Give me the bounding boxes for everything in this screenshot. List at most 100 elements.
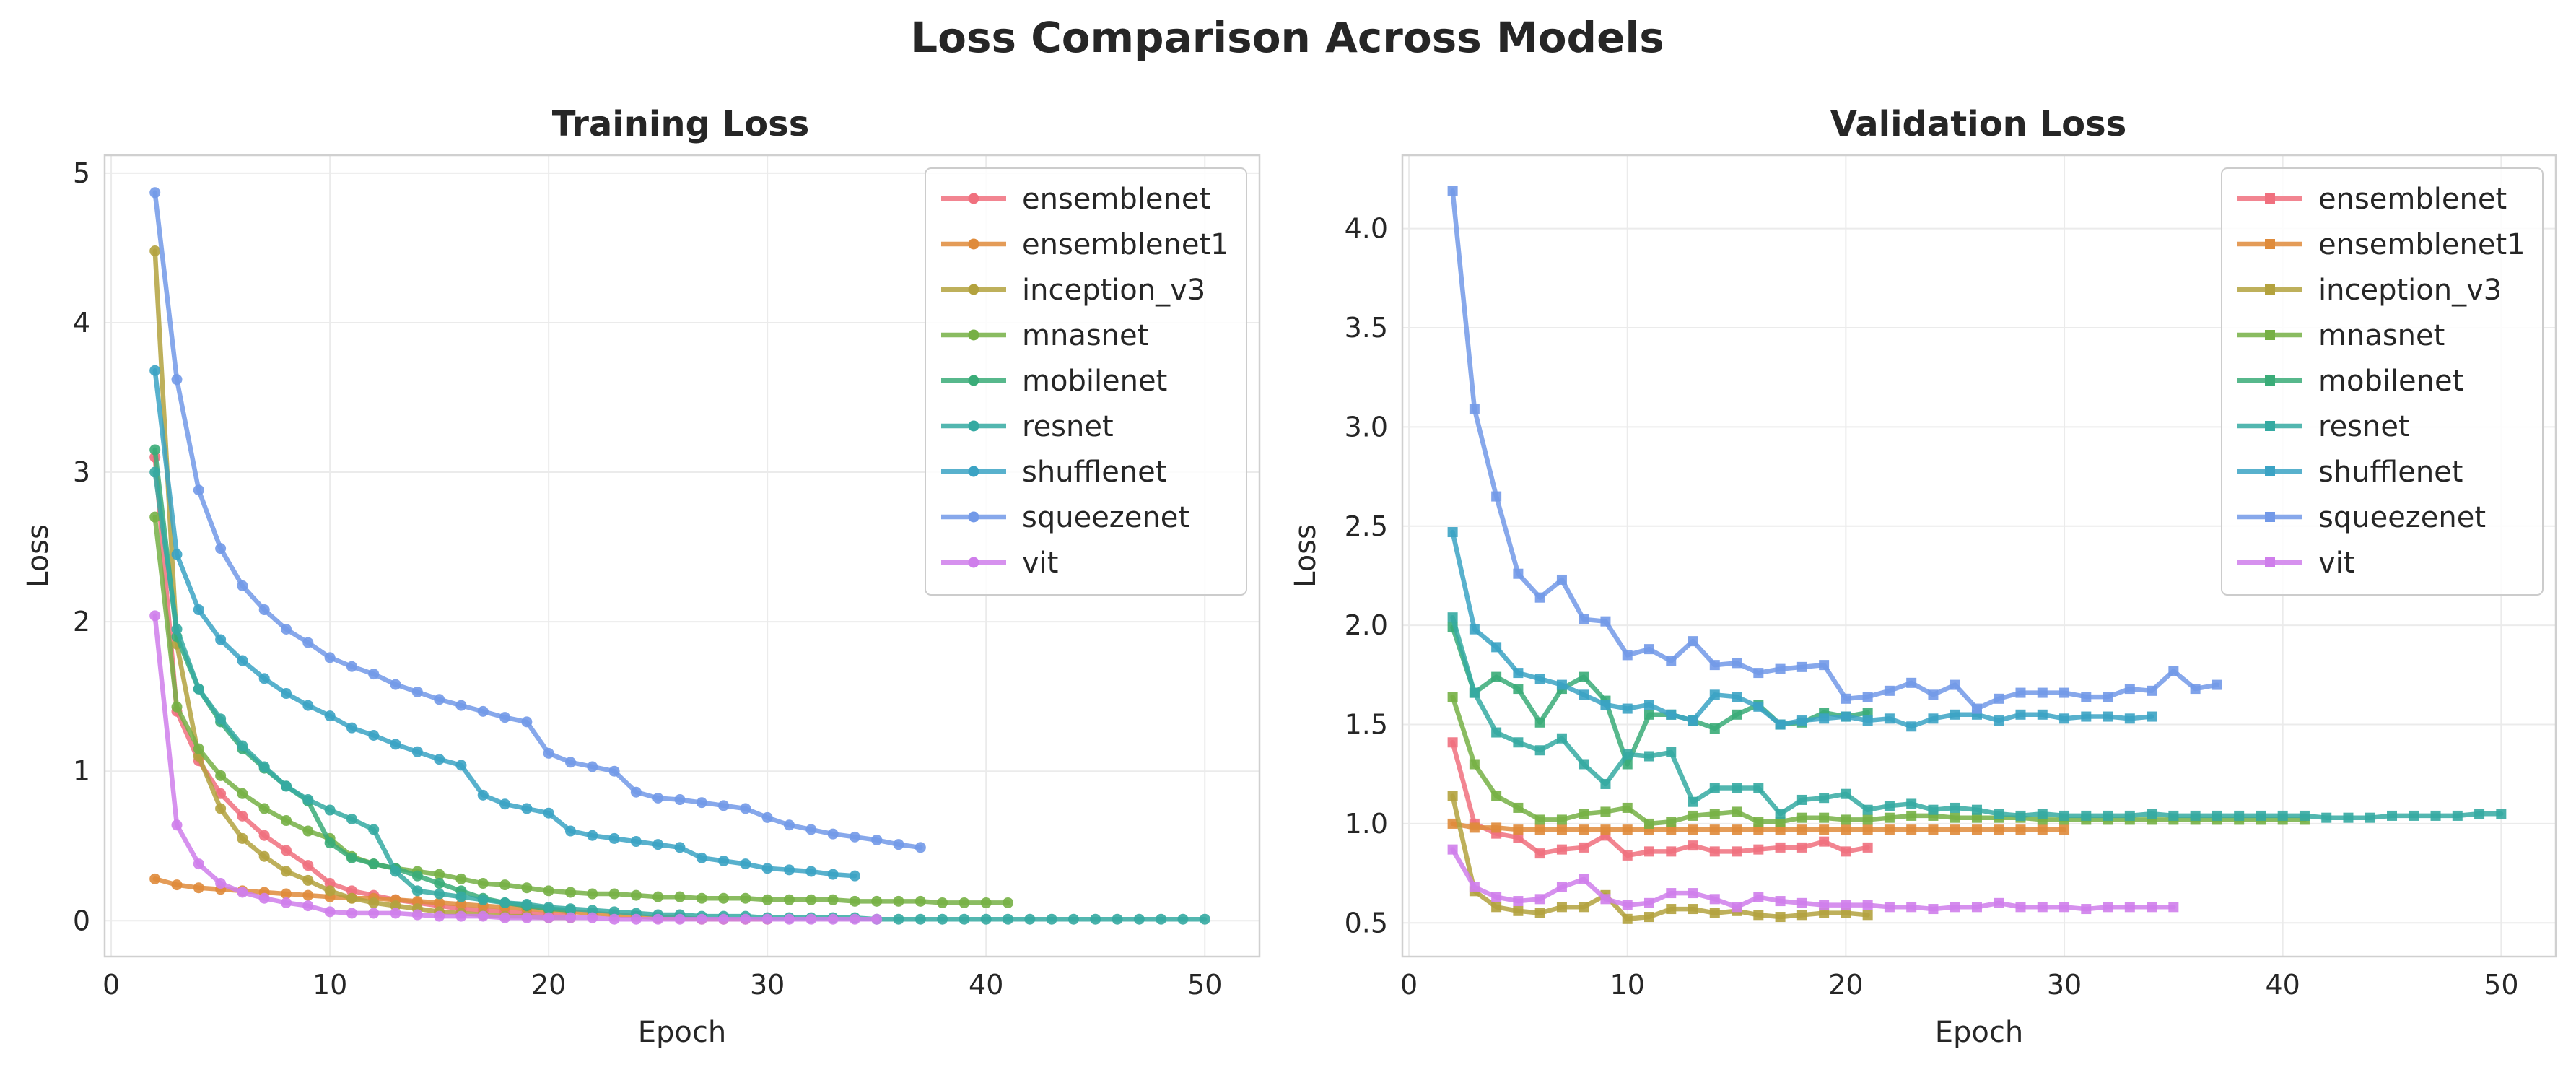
data-point xyxy=(1556,844,1567,855)
legend-swatch-marker xyxy=(968,329,979,341)
data-point xyxy=(1090,913,1101,925)
data-point xyxy=(849,870,860,882)
data-point xyxy=(871,834,883,845)
y-tick-label: 3.0 xyxy=(1345,411,1388,443)
data-point xyxy=(696,892,707,904)
x-tick-label: 30 xyxy=(750,969,785,1001)
data-point xyxy=(1622,900,1633,910)
legend-item: resnet xyxy=(941,410,1114,443)
data-point xyxy=(258,673,270,684)
data-point xyxy=(1753,910,1764,921)
data-point xyxy=(346,885,357,897)
data-point xyxy=(937,897,948,908)
data-point xyxy=(1775,817,1786,827)
validation-loss-panel: Validation Loss 0 10 20 30 40 50 0.5 1.0 1.5 2.0 2… xyxy=(1289,104,2557,1049)
data-point xyxy=(1556,902,1567,913)
data-point xyxy=(1971,804,1982,815)
data-point xyxy=(718,892,730,904)
legend-swatch-marker xyxy=(2265,375,2275,386)
data-point xyxy=(237,655,248,666)
data-point xyxy=(1796,910,1807,921)
data-point xyxy=(477,878,489,889)
data-point xyxy=(368,669,380,680)
data-point xyxy=(346,722,357,734)
data-point xyxy=(740,892,751,904)
data-point xyxy=(1579,759,1589,770)
legend-swatch-marker xyxy=(2265,330,2275,340)
data-point xyxy=(783,819,795,831)
data-point xyxy=(761,894,773,905)
data-point xyxy=(455,873,467,884)
data-point xyxy=(1469,759,1480,770)
legend-swatch-marker xyxy=(2265,193,2275,204)
data-point xyxy=(1709,660,1720,671)
data-point xyxy=(1643,709,1654,720)
data-point xyxy=(1819,812,1830,823)
data-point xyxy=(1447,186,1458,196)
data-point xyxy=(1709,908,1720,918)
data-point xyxy=(1841,846,1851,857)
legend-label: resnet xyxy=(1022,410,1114,443)
x-tick-label: 30 xyxy=(2047,969,2082,1001)
data-point xyxy=(1177,913,1189,925)
data-point xyxy=(1862,824,1873,835)
data-point xyxy=(564,825,576,837)
data-point xyxy=(1469,882,1480,892)
series-squeezenet xyxy=(1447,186,2222,714)
data-point xyxy=(718,913,730,925)
data-point xyxy=(1600,894,1611,905)
data-point xyxy=(149,245,161,257)
data-point xyxy=(499,879,511,891)
x-tick-label: 50 xyxy=(2484,969,2518,1001)
data-point xyxy=(1469,404,1480,414)
data-point xyxy=(281,623,292,635)
legend-swatch-marker xyxy=(968,284,979,295)
legend-item: mnasnet xyxy=(2237,319,2445,352)
y-tick-label: 0 xyxy=(73,905,90,936)
data-point xyxy=(587,888,598,900)
data-point xyxy=(302,874,314,886)
data-point xyxy=(630,889,642,901)
data-point xyxy=(434,910,445,922)
data-point xyxy=(608,906,620,918)
data-point xyxy=(324,837,336,849)
legend-label: mobilenet xyxy=(2318,365,2463,398)
data-point xyxy=(1513,905,1524,916)
data-point xyxy=(1775,912,1786,923)
data-point xyxy=(2147,809,2157,819)
plot-frame xyxy=(103,154,1261,958)
data-point xyxy=(1447,527,1458,538)
data-point xyxy=(324,652,336,663)
data-point xyxy=(564,912,576,923)
data-point xyxy=(1796,812,1807,823)
legend-swatch-marker xyxy=(968,420,979,432)
data-point xyxy=(390,866,401,877)
data-point xyxy=(1513,568,1524,579)
data-point xyxy=(1819,836,1830,847)
data-point xyxy=(2059,687,2070,698)
data-point xyxy=(674,794,686,806)
legend-item: ensemblenet1 xyxy=(941,228,1229,261)
data-point xyxy=(630,786,642,798)
data-point xyxy=(1643,644,1654,655)
data-point xyxy=(1884,812,1895,823)
data-point xyxy=(1841,711,1851,722)
data-point xyxy=(893,895,904,907)
series-line xyxy=(1450,847,2176,912)
data-point xyxy=(499,712,511,723)
data-point xyxy=(2168,902,2179,913)
legend-item: shufflenet xyxy=(941,456,1166,489)
data-point xyxy=(1600,806,1611,817)
data-point xyxy=(1819,713,1830,724)
data-point xyxy=(2059,810,2070,821)
data-point xyxy=(368,897,380,908)
data-point xyxy=(1994,824,2004,835)
data-point xyxy=(1067,913,1079,925)
data-point xyxy=(1971,812,1982,823)
data-point xyxy=(1688,636,1698,647)
legend-swatch-marker xyxy=(968,375,979,386)
data-point xyxy=(1688,796,1698,807)
data-point xyxy=(1709,689,1720,700)
data-point xyxy=(1862,900,1873,910)
legend-label: squeezenet xyxy=(2318,501,2486,534)
